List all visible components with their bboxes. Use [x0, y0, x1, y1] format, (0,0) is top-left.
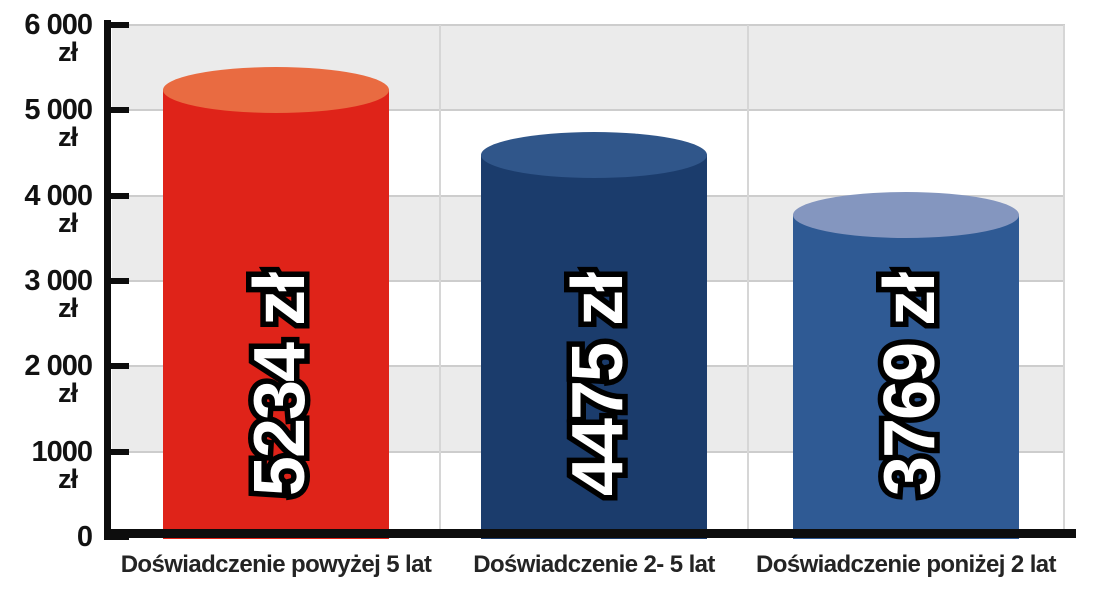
v-gridline — [439, 25, 441, 537]
y-axis-tick — [111, 534, 129, 540]
y-axis-tick — [111, 107, 129, 114]
y-tick-unit: zł — [57, 378, 78, 409]
y-tick-number: 1000 — [31, 435, 93, 468]
bar-cylinder — [793, 215, 1019, 539]
bar-value-label: 4475 zł — [553, 268, 644, 501]
y-axis-tick — [111, 448, 129, 455]
bar-cylinder — [163, 90, 389, 539]
bar-top-ellipse — [793, 192, 1019, 239]
y-tick-label: 0 — [0, 521, 93, 553]
bar-value-label: 5234 zł — [235, 268, 326, 501]
bar-top-ellipse — [481, 132, 707, 179]
category-label: Doświadczenie 2- 5 lat — [473, 551, 715, 578]
y-tick-unit: zł — [57, 207, 78, 238]
y-tick-number: 6 000 — [24, 9, 93, 41]
y-tick-number: 4 000 — [24, 179, 93, 212]
y-tick-label: 5 000 zł — [0, 94, 93, 153]
y-tick-label: 1000 zł — [0, 435, 93, 494]
y-tick-label: 4 000 zł — [0, 179, 93, 238]
y-axis-tick — [111, 22, 129, 28]
bar-top-ellipse — [163, 67, 389, 114]
y-tick-label: 6 000 zł — [0, 9, 93, 67]
y-axis-tick — [111, 192, 129, 199]
bar-value-label: 3769 zł — [865, 268, 956, 501]
x-axis-line — [104, 529, 1076, 538]
y-axis-tick — [111, 278, 129, 284]
y-tick-label: 2 000 zł — [0, 350, 93, 409]
y-tick-unit: zł — [57, 293, 78, 323]
y-tick-unit: zł — [57, 122, 78, 153]
y-axis-line — [104, 20, 111, 540]
y-tick-unit: zł — [57, 463, 78, 494]
bar-cylinder — [481, 155, 707, 539]
y-tick-number: 5 000 — [24, 94, 93, 127]
y-tick-number: 3 000 — [24, 265, 93, 297]
y-axis-tick — [111, 363, 129, 370]
category-label: Doświadczenie powyżej 5 lat — [120, 551, 432, 578]
category-label: Doświadczenie poniżej 2 lat — [756, 551, 1056, 578]
h-gridline — [112, 109, 1065, 112]
h-gridline — [112, 24, 1065, 26]
y-tick-number: 2 000 — [24, 350, 93, 383]
y-tick-number: 0 — [76, 521, 93, 553]
v-gridline — [747, 25, 749, 537]
y-tick-unit: zł — [57, 37, 78, 67]
v-gridline — [1063, 25, 1065, 537]
y-tick-label: 3 000 zł — [0, 265, 93, 323]
